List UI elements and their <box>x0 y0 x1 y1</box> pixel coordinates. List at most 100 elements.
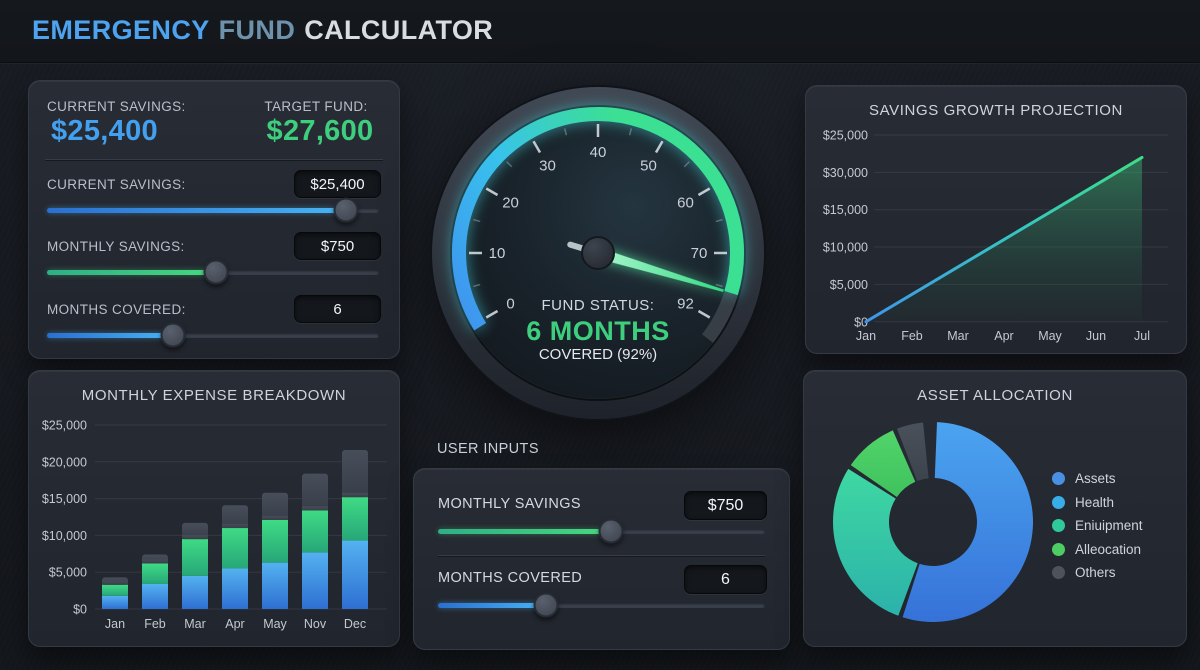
y-axis-tick-label: $15,000 <box>42 492 87 506</box>
legend-item: Alleocation <box>1052 542 1143 557</box>
ui-monthly-savings-label: MONTHLY SAVINGS <box>438 496 581 512</box>
bar-segment <box>342 450 368 498</box>
slider-fill <box>47 333 174 338</box>
current-savings-amount: $25,400 <box>51 115 158 147</box>
months-covered-value-box[interactable]: 6 <box>294 295 381 323</box>
donut-slice-others <box>897 422 929 481</box>
y-axis-tick-label: $10,000 <box>42 529 87 543</box>
slider-fill <box>438 603 546 608</box>
legend-dot-icon <box>1052 542 1065 556</box>
divider <box>438 555 765 556</box>
asset-allocation-donut <box>833 422 1034 622</box>
bar-segment <box>142 583 168 609</box>
slider-fill <box>47 270 217 275</box>
growth-projection-panel: SAVINGS GROWTH PROJECTION $25,000 $30,000… <box>805 85 1187 354</box>
gauge-tick-label: 50 <box>640 158 657 175</box>
y-axis-tick-label: $5,000 <box>49 566 87 580</box>
title-word-calculator: CALCULATOR <box>304 15 494 45</box>
y-axis-tick-label: $0 <box>73 603 87 617</box>
donut-slice-eniuipment <box>833 468 918 616</box>
asset-allocation-legend: Assets Health Eniuipment Alleocation Others <box>1052 471 1143 589</box>
fund-status-label: FUND STATUS: <box>542 297 655 314</box>
user-inputs-panel: MONTHLY SAVINGS $750 MONTHS COVERED 6 <box>413 468 790 650</box>
y-axis-tick-label: $20,000 <box>42 455 87 469</box>
expense-breakdown-title: MONTHLY EXPENSE BREAKDOWN <box>81 387 347 404</box>
slider-track <box>47 333 379 338</box>
x-axis-tick-label: Nov <box>304 617 327 631</box>
ui-months-covered-slider[interactable] <box>438 592 765 618</box>
legend-label: Alleocation <box>1075 541 1142 557</box>
monthly-savings-slider-label: MONTHLY SAVINGS: <box>47 239 185 254</box>
donut-slice-alleocation <box>850 430 916 497</box>
x-axis-tick-label: Mar <box>947 329 969 343</box>
bar-segment <box>182 522 208 540</box>
expense-breakdown-chart: $25,000 $20,000 $15,000 $10,000 $5,000 $0 Jan F… <box>42 419 387 631</box>
legend-item: Health <box>1052 495 1143 510</box>
app-header: EMERGENCY FUND CALCULATOR <box>0 0 1200 63</box>
y-axis-tick-label: $0 <box>854 315 868 329</box>
bar-segment <box>222 528 248 569</box>
page-title: EMERGENCY FUND CALCULATOR <box>0 0 1200 60</box>
bar-segment <box>342 540 368 609</box>
x-axis-tick-label: Jan <box>105 617 125 631</box>
gauge-center-cap <box>581 236 615 270</box>
growth-projection-title: SAVINGS GROWTH PROJECTION <box>869 102 1123 119</box>
expense-breakdown-panel: MONTHLY EXPENSE BREAKDOWN $25,000 $20,000… <box>28 370 400 647</box>
bar-segment <box>342 497 368 541</box>
legend-label: Eniuipment <box>1075 518 1143 533</box>
fund-status-sub: COVERED (92%) <box>539 346 657 363</box>
user-inputs-heading: USER INPUTS <box>437 441 539 457</box>
current-savings-value-box[interactable]: $25,400 <box>294 170 381 198</box>
bar-segment <box>102 584 128 596</box>
slider-handle[interactable] <box>533 592 559 618</box>
monthly-savings-value-box[interactable]: $750 <box>294 232 381 260</box>
x-axis-tick-label: Jul <box>1134 329 1150 343</box>
bar-segment <box>142 563 168 584</box>
y-axis-tick-label: $10,000 <box>823 241 868 255</box>
growth-line <box>864 155 1144 324</box>
donut-slice-assets <box>902 422 1034 622</box>
slider-track <box>438 603 765 608</box>
x-axis-tick-label: Mar <box>184 617 206 631</box>
y-axis-tick-label: $30,000 <box>823 166 868 180</box>
bar-segment <box>262 562 288 609</box>
slider-handle[interactable] <box>160 322 186 348</box>
ui-months-covered-label: MONTHS COVERED <box>438 570 583 586</box>
gauge-tick-label: 60 <box>677 195 694 212</box>
slider-handle[interactable] <box>203 259 229 285</box>
legend-label: Others <box>1075 565 1116 580</box>
x-axis-tick-label: Feb <box>144 617 166 631</box>
y-axis-tick-label: $15,000 <box>823 203 868 217</box>
bar-segment <box>182 539 208 576</box>
gauge-tick-label: 70 <box>691 245 708 262</box>
legend-label: Assets <box>1075 471 1116 486</box>
gauge-needle <box>596 247 724 292</box>
x-axis-tick-label: Apr <box>994 329 1013 343</box>
slider-handle[interactable] <box>598 518 624 544</box>
title-word-fund: FUND <box>218 15 296 45</box>
bar-segment <box>262 492 288 520</box>
months-covered-slider[interactable] <box>47 322 379 348</box>
y-axis-tick-label: $25,000 <box>823 129 868 143</box>
x-axis-tick-label: Jun <box>1086 329 1106 343</box>
slider-fill <box>438 529 612 534</box>
bar-segment <box>182 575 208 609</box>
ui-monthly-savings-value-box[interactable]: $750 <box>684 491 767 520</box>
gauge-tick-label: 30 <box>539 158 556 175</box>
gauge-tick-label: 0 <box>506 296 514 313</box>
bar-segment <box>302 552 328 609</box>
divider <box>45 159 383 160</box>
slider-fill <box>47 208 346 213</box>
y-axis-tick-label: $25,000 <box>42 419 87 433</box>
months-covered-slider-label: MONTHS COVERED: <box>47 302 186 317</box>
ui-months-covered-value-box[interactable]: 6 <box>684 565 767 594</box>
monthly-savings-slider[interactable] <box>47 259 379 285</box>
x-axis-tick-label: Jan <box>856 329 876 343</box>
slider-handle[interactable] <box>333 197 359 223</box>
y-axis-tick-label: $5,000 <box>830 278 868 292</box>
ui-monthly-savings-slider[interactable] <box>438 518 765 544</box>
legend-item: Eniuipment <box>1052 518 1143 533</box>
gauge-tick-label: 10 <box>489 245 506 262</box>
current-savings-slider[interactable] <box>47 197 379 223</box>
current-savings-slider-label: CURRENT SAVINGS: <box>47 177 186 192</box>
